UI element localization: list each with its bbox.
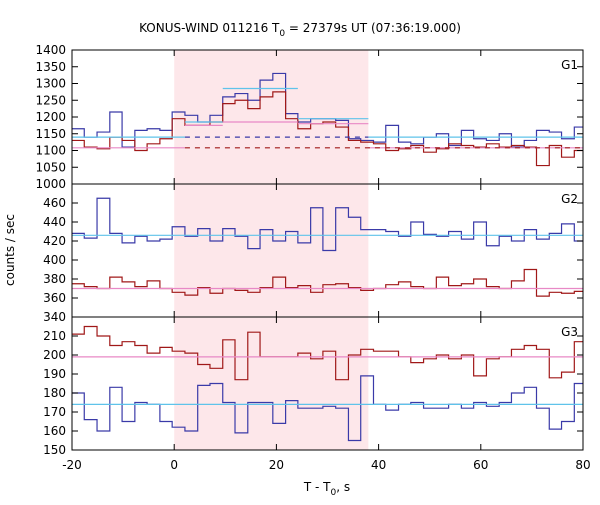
- g1-ytick-label: 1250: [35, 93, 66, 107]
- g2-ytick-label: 420: [43, 234, 66, 248]
- g1-ytick-label: 1350: [35, 60, 66, 74]
- g2-ytick-label: 440: [43, 215, 66, 229]
- g2-ytick-label: 360: [43, 291, 66, 305]
- g1-series-2: [72, 91, 583, 167]
- g3-ytick-label: 160: [43, 424, 66, 438]
- g3-ytick-label: 200: [43, 348, 66, 362]
- y-axis-label: counts / sec: [3, 214, 17, 286]
- g2-series-2: [72, 268, 583, 297]
- g2-label: G2: [561, 192, 578, 206]
- g1-ytick-label: 1050: [35, 160, 66, 174]
- g1-ytick-label: 1150: [35, 127, 66, 141]
- g2-series-1: [72, 197, 583, 252]
- x-tick-label: 0: [170, 458, 178, 472]
- x-tick-label: 80: [575, 458, 590, 472]
- x-axis-label: T - T0, s: [303, 480, 350, 498]
- g2-ytick-label: 380: [43, 272, 66, 286]
- g3-label: G3: [561, 325, 578, 339]
- g3-ytick-label: 150: [43, 443, 66, 457]
- g2-ytick-label: 340: [43, 310, 66, 324]
- g1-ytick-label: 1000: [35, 177, 66, 191]
- x-tick-label: 20: [269, 458, 284, 472]
- g2-ytick-label: 460: [43, 196, 66, 210]
- g3-ytick-label: 190: [43, 367, 66, 381]
- g3-ytick-label: 210: [43, 329, 66, 343]
- x-tick-label: 60: [473, 458, 488, 472]
- g3-frame: [71, 316, 584, 451]
- g1-ytick-label: 1200: [35, 110, 66, 124]
- g1-ytick-label: 1400: [35, 43, 66, 57]
- g1-ytick-label: 1100: [35, 144, 66, 158]
- g3-ytick-label: 170: [43, 405, 66, 419]
- shaded-interval: [174, 50, 369, 450]
- g3-ytick-label: 180: [43, 386, 66, 400]
- x-tick-label: -20: [62, 458, 82, 472]
- g2-ytick-label: 400: [43, 253, 66, 267]
- x-tick-label: 40: [371, 458, 386, 472]
- g1-label: G1: [561, 58, 578, 72]
- chart-title: KONUS-WIND 011216 T0 = 27379s UT (07:36:…: [139, 21, 461, 39]
- g1-ytick-label: 1300: [35, 77, 66, 91]
